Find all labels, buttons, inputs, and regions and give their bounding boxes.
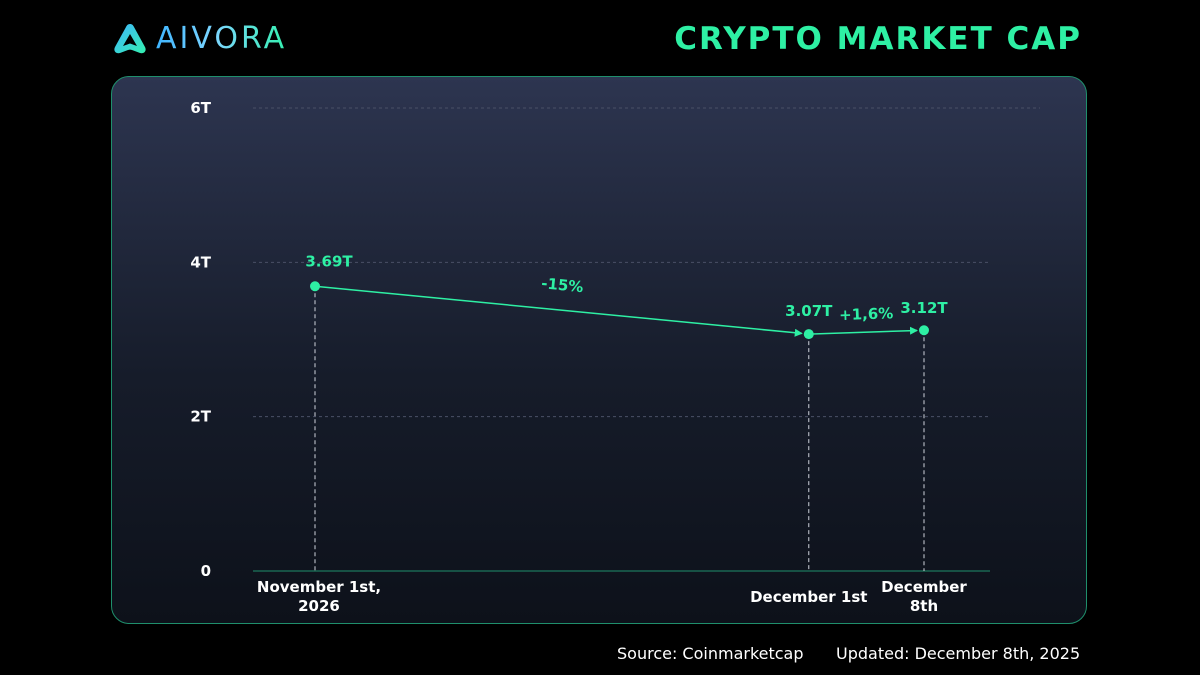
x-tick-label: November 1st, 2026 xyxy=(257,578,381,615)
series-line-segment xyxy=(314,285,803,337)
series-line-segment xyxy=(808,326,919,335)
change-annotation: +1,6% xyxy=(839,304,894,324)
data-point xyxy=(310,281,320,292)
brand-name: AIVORA xyxy=(156,18,287,60)
footer-source: Source: Coinmarketcap xyxy=(617,644,804,663)
data-label: 3.07T xyxy=(785,302,833,320)
chart-panel xyxy=(111,76,1087,624)
y-tick-label: 4T xyxy=(190,253,211,271)
data-label: 3.12T xyxy=(900,299,948,317)
y-tick-label: 0 xyxy=(201,562,211,580)
x-tick-label: December 8th xyxy=(881,578,967,615)
change-annotation: -15% xyxy=(541,274,585,296)
y-tick-label: 2T xyxy=(190,408,211,426)
y-tick-label: 6T xyxy=(190,99,211,117)
data-point xyxy=(919,325,929,336)
data-point xyxy=(803,329,814,340)
aivora-logo-icon xyxy=(114,24,146,54)
footer-updated: Updated: December 8th, 2025 xyxy=(836,644,1081,663)
page-title: CRYPTO MARKET CAP xyxy=(674,21,1082,57)
x-tick-label: December 1st xyxy=(750,588,867,606)
data-label: 3.69T xyxy=(305,252,353,270)
brand: AIVORA xyxy=(112,18,287,60)
